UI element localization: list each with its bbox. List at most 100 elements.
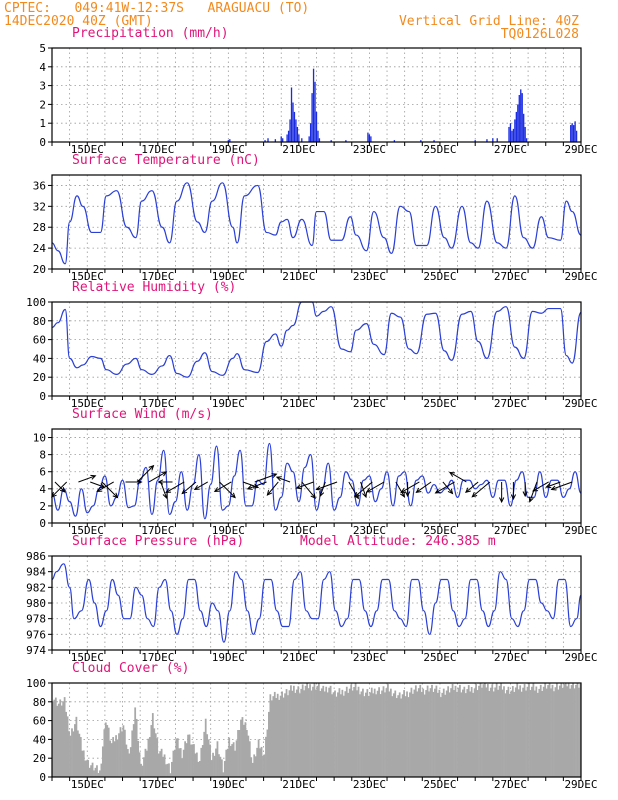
cloud-bar [185, 743, 188, 777]
cloud-bar [207, 739, 210, 777]
header-date: 14DEC2020 40Z (GMT) [4, 14, 153, 29]
cloud-bar [340, 694, 342, 777]
rh-ytick-label: 100 [26, 296, 46, 309]
cloud-bar [570, 685, 573, 777]
precip-bar [524, 126, 526, 142]
wind-arrow-head [165, 488, 172, 494]
cloud-bar [294, 692, 297, 777]
wind-xtick-label: 19DEC [212, 524, 245, 537]
wind-arrow-head [499, 497, 505, 504]
cloud-ytick-label: 20 [33, 752, 46, 765]
wind-arrow-shaft [395, 481, 405, 497]
rh-ytick-label: 80 [33, 315, 46, 328]
wind-arrow [242, 481, 260, 489]
pres-ytick-label: 986 [26, 550, 46, 563]
cloud-bar [157, 753, 160, 777]
wind-arrow [78, 474, 97, 483]
cloud-bar [370, 687, 373, 777]
cloud-bar [147, 738, 150, 777]
wind-ytick-label: 10 [33, 432, 46, 445]
pres-panel: Surface Pressure (hPa) Model Altitude: 24… [26, 534, 597, 664]
cloud-bar [578, 687, 580, 777]
pres-xtick-label: 23DEC [353, 651, 386, 664]
temp-xtick-label: 27DEC [494, 270, 527, 283]
wind-arrow-shaft [97, 481, 114, 492]
cloud-bar [188, 734, 191, 777]
cloud-bar [373, 688, 376, 777]
cloud-bar [489, 687, 492, 777]
cloud-bar [150, 725, 153, 777]
cloud-bar [72, 731, 75, 777]
cloud-bar [94, 767, 97, 777]
cloud-bar [436, 692, 439, 777]
precip-xtick-label: 19DEC [212, 143, 245, 156]
cloud-bar [137, 740, 139, 777]
wind-arrow-head [161, 471, 168, 477]
cloud-bar [66, 716, 69, 777]
rh-xtick-label: 29DEC [564, 397, 597, 410]
wind-arrow-shaft [296, 481, 314, 489]
cloud-bar [172, 750, 175, 777]
precip-bar [571, 123, 573, 142]
wind-arrow-shaft [366, 481, 385, 493]
precip-title: Precipitation (mm/h) [72, 26, 229, 41]
cloud-bar [84, 760, 87, 777]
cloud-bar [426, 685, 429, 777]
wind-arrow [96, 481, 114, 493]
cloud-bar [523, 683, 526, 777]
cloud-bar [498, 685, 501, 777]
wind-arrow-head [365, 487, 372, 493]
wind-arrow-head [96, 487, 103, 493]
cloud-bar [392, 693, 395, 777]
cloud-bar [276, 693, 279, 777]
precip-bar [512, 128, 515, 142]
cloud-bar [140, 763, 142, 777]
cloud-bar [345, 686, 348, 777]
cloud-bar [298, 693, 301, 777]
cloud-bar [384, 692, 386, 777]
cloud-bar [257, 739, 260, 777]
cloud-bar [535, 686, 538, 777]
precip-bar [370, 136, 372, 142]
cloud-bar [290, 685, 292, 777]
cloud-bar [223, 761, 226, 777]
cloud-bar [262, 755, 264, 777]
cloud-bar [444, 694, 447, 777]
cloud-bar [503, 686, 505, 777]
wind-ytick-label: 4 [39, 483, 46, 496]
wind-arrow-head [510, 494, 517, 501]
cloud-bar [442, 688, 445, 777]
cloud-bar [475, 683, 477, 777]
cloud-bar [156, 738, 159, 777]
cloud-bar [141, 765, 144, 777]
cloud-bar [212, 752, 214, 777]
wind-arrow [301, 481, 317, 499]
cloud-bar [553, 691, 555, 777]
cloud-bar [297, 686, 300, 777]
precip-bar [521, 93, 523, 142]
wind-arrow-shaft [551, 481, 573, 490]
precip-ytick-label: 2 [39, 98, 46, 111]
cloud-bar [60, 705, 63, 777]
cloud-ytick-label: 80 [33, 696, 46, 709]
precip-bar [515, 111, 518, 142]
cloud-bar [109, 740, 112, 777]
wind-arrow [395, 481, 405, 498]
cloud-bar [144, 748, 147, 777]
precip-bar [314, 81, 316, 142]
wind-arrow [365, 481, 385, 493]
cloud-bar [210, 760, 213, 777]
pres-xtick-label: 27DEC [494, 651, 527, 664]
cloud-bar [494, 687, 497, 777]
wind-arrow-shaft [449, 472, 467, 483]
cloud-bar [545, 688, 548, 777]
cloud-bar [160, 748, 163, 777]
wind-arrow-shaft [101, 481, 118, 498]
cloud-bar [232, 742, 235, 777]
wind-arrow [193, 481, 209, 491]
precip-bar [496, 138, 498, 142]
wind-arrow [54, 481, 66, 493]
wind-arrow-head [59, 486, 66, 493]
cloud-bar [74, 724, 76, 777]
cloud-bar [266, 729, 269, 777]
